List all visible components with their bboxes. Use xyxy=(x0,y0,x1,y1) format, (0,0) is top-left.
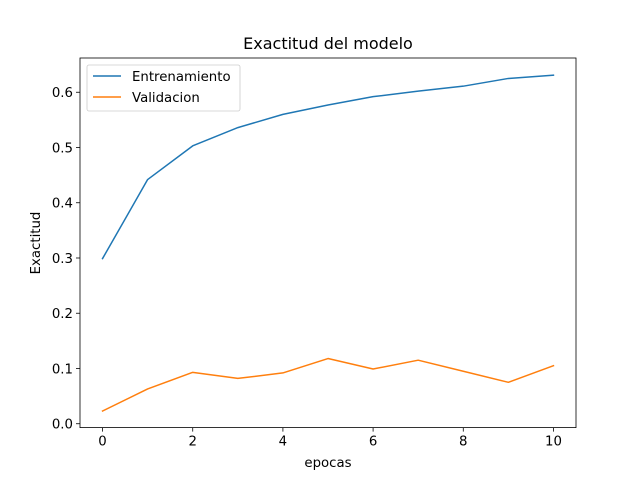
y-axis: 0.0 0.1 0.2 0.3 0.4 0.5 0.6 xyxy=(52,86,80,433)
x-tick-label: 2 xyxy=(188,435,196,450)
y-tick-label: 0.3 xyxy=(52,252,73,267)
y-tick-label: 0.0 xyxy=(52,418,73,433)
y-tick-label: 0.1 xyxy=(52,362,73,377)
x-tick-label: 4 xyxy=(279,435,287,450)
y-tick-label: 0.2 xyxy=(52,307,73,322)
chart-title: Exactitud del modelo xyxy=(243,34,413,53)
x-tick-label: 6 xyxy=(369,435,377,450)
x-tick-label: 0 xyxy=(98,435,106,450)
x-tick-label: 10 xyxy=(545,435,562,450)
legend-label-2: Validacion xyxy=(132,91,200,106)
x-axis: 0 2 4 6 8 10 xyxy=(98,427,562,450)
y-tick-label: 0.4 xyxy=(52,197,73,212)
y-axis-label: Exactitud xyxy=(29,212,44,275)
series-line-1 xyxy=(101,74,555,260)
y-tick-label: 0.5 xyxy=(52,141,73,156)
series-line-2 xyxy=(101,357,555,413)
legend-box xyxy=(86,64,241,112)
legend-label-1: Entrenamiento xyxy=(132,70,231,85)
legend: Entrenamiento Validacion xyxy=(86,64,241,112)
x-axis-label: epocas xyxy=(304,456,351,471)
plot-area xyxy=(101,74,555,413)
y-tick-label: 0.6 xyxy=(52,86,73,101)
x-tick-label: 8 xyxy=(459,435,467,450)
plot-frame xyxy=(79,57,577,429)
